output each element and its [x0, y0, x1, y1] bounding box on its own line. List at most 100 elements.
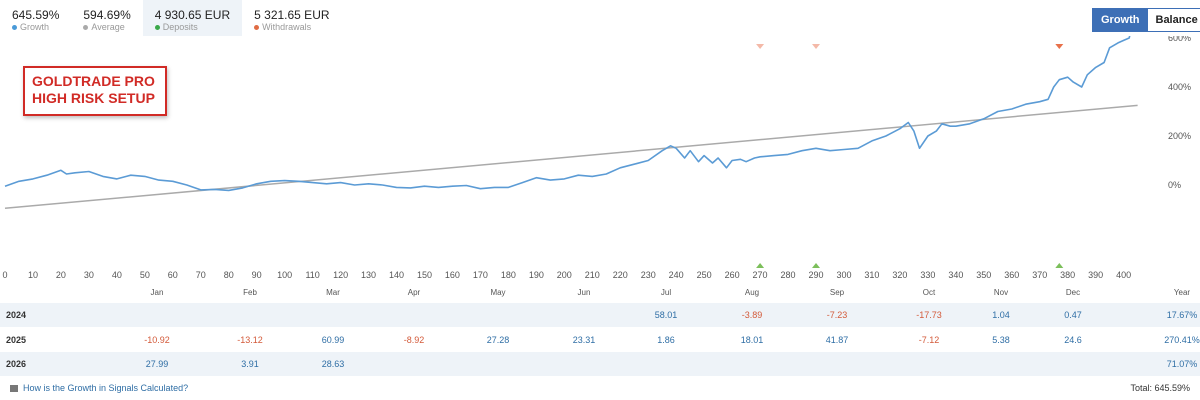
x-tick-label: 320 [892, 270, 907, 280]
month-label: Sep [829, 288, 845, 297]
deposit-marker-icon [812, 263, 821, 268]
x-tick-label: 160 [445, 270, 460, 280]
month-label: Feb [243, 288, 257, 297]
stat-growth-label: Growth [20, 22, 50, 32]
y-tick-label: 400% [1168, 82, 1191, 92]
stat-withdrawals-value: 5 321.65 EUR [254, 8, 330, 22]
average-trend-line [4, 104, 1138, 210]
x-tick-label: 50 [140, 270, 150, 280]
table-cell: 24.6 [1064, 335, 1082, 345]
y-tick-label: 200% [1168, 131, 1191, 141]
stat-deposits-label: Deposits [162, 22, 198, 32]
x-tick-label: 210 [585, 270, 600, 280]
month-label: Apr [407, 288, 421, 297]
x-tick-label: 60 [168, 270, 178, 280]
month-label: Year [1173, 288, 1191, 297]
table-cell: -3.89 [741, 310, 763, 320]
balance-toggle-button[interactable]: Balance [1147, 9, 1200, 31]
total-growth: Total: 645.59% [1130, 383, 1190, 393]
table-cell: -7.23 [826, 310, 848, 320]
x-tick-label: 330 [920, 270, 935, 280]
stat-average-label: Average [91, 22, 125, 32]
row-year-label: 2025 [6, 335, 27, 345]
table-cell: -8.92 [403, 335, 425, 345]
table-cell: 5.38 [992, 335, 1010, 345]
x-tick-label: 150 [417, 270, 432, 280]
x-tick-label: 90 [252, 270, 262, 280]
chart-mode-toggle: Growth Balance [1092, 8, 1200, 32]
info-book-icon [10, 384, 18, 392]
table-cell: 1.04 [992, 310, 1010, 320]
x-tick-label: 380 [1060, 270, 1075, 280]
x-tick-label: 220 [613, 270, 628, 280]
table-cell: 23.31 [572, 335, 596, 345]
x-tick-label: 130 [361, 270, 376, 280]
x-tick-label: 260 [725, 270, 740, 280]
withdrawal-marker-icon [1055, 44, 1064, 49]
table-row: 2026 27.99 3.91 28.63 71.07% [0, 352, 1200, 376]
x-tick-label: 310 [864, 270, 879, 280]
row-year-label: 2024 [6, 310, 27, 320]
x-tick-label: 390 [1088, 270, 1103, 280]
month-label: Mar [326, 288, 340, 297]
month-label: Aug [744, 288, 760, 297]
x-tick-label: 240 [669, 270, 684, 280]
strategy-badge: GOLDTRADE PRO HIGH RISK SETUP [23, 66, 167, 116]
month-label: Jul [660, 288, 672, 297]
y-tick-label: 0% [1168, 180, 1181, 190]
table-cell: 58.01 [654, 310, 678, 320]
x-tick-label: 100 [277, 270, 292, 280]
month-label: Nov [993, 288, 1009, 297]
withdrawals-dot-icon [254, 25, 260, 30]
growth-calculation-link[interactable]: How is the Growth in Signals Calculated? [10, 383, 188, 393]
deposits-dot-icon [154, 25, 160, 30]
x-tick-label: 350 [976, 270, 991, 280]
table-cell: 71.07% [1166, 359, 1198, 369]
x-tick-label: 20 [56, 270, 66, 280]
stat-average[interactable]: 594.69% Average [71, 0, 142, 36]
stat-withdrawals-label: Withdrawals [262, 22, 312, 32]
growth-calculation-link-text: How is the Growth in Signals Calculated? [23, 383, 189, 393]
x-tick-label: 110 [305, 270, 319, 280]
stat-growth[interactable]: 645.59% Growth [0, 0, 71, 36]
growth-toggle-button[interactable]: Growth [1093, 9, 1148, 31]
x-tick-label: 170 [473, 270, 488, 280]
table-cell: -7.12 [918, 335, 940, 345]
x-tick-label: 370 [1032, 270, 1047, 280]
stat-withdrawals[interactable]: 5 321.65 EUR Withdrawals [242, 0, 341, 36]
stat-average-value: 594.69% [83, 8, 131, 22]
month-label: Oct [922, 288, 936, 297]
stat-deposits[interactable]: 4 930.65 EUR Deposits [142, 0, 243, 36]
table-cell: -17.73 [916, 310, 942, 320]
growth-chart: 0% 200% 400% 600% 0 10 20 30 40 50 60 70 80 90 100 110 1… [2, 36, 1191, 280]
month-label: May [490, 288, 506, 297]
row-year-label: 2026 [6, 359, 27, 369]
x-tick-label: 360 [1004, 270, 1019, 280]
x-tick-label: 30 [84, 270, 94, 280]
month-label: Jun [577, 288, 591, 297]
deposit-marker-icon [756, 263, 765, 268]
x-tick-label: 140 [389, 270, 404, 280]
x-tick-label: 270 [753, 270, 768, 280]
table-cell: 41.87 [825, 335, 849, 345]
x-tick-label: 200 [557, 270, 572, 280]
average-dot-icon [83, 25, 89, 30]
stats-bar: 645.59% Growth 594.69% Average 4 930.65 … [0, 0, 342, 36]
table-cell: 3.91 [241, 359, 259, 369]
deposit-marker-icon [1055, 263, 1064, 268]
table-row: 2024 58.01 -3.89 -7.23 -17.73 1.04 0.47 17.67% [0, 303, 1200, 327]
x-tick-label: 120 [333, 270, 348, 280]
table-cell: 18.01 [740, 335, 764, 345]
growth-dot-icon [12, 25, 17, 30]
stat-growth-value: 645.59% [12, 8, 60, 22]
table-cell: 27.99 [145, 359, 169, 369]
x-tick-label: 10 [28, 270, 38, 280]
x-tick-label: 280 [781, 270, 796, 280]
badge-line-1: GOLDTRADE PRO [32, 73, 155, 89]
table-cell: -13.12 [237, 335, 263, 345]
x-tick-label: 400 [1116, 270, 1131, 280]
table-cell: 17.67% [1166, 310, 1198, 320]
x-tick-label: 180 [501, 270, 516, 280]
x-tick-label: 0 [2, 270, 7, 280]
table-cell: 60.99 [321, 335, 345, 345]
